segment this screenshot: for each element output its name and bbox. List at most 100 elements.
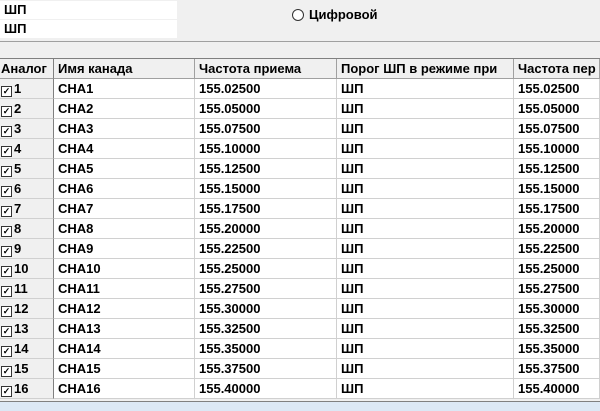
cell-squelch-threshold[interactable]: ШП [337,239,514,259]
cell-tx-frequency[interactable]: 155.35000 [514,339,600,359]
analog-checkbox[interactable]: ✓ [1,226,12,237]
cell-tx-frequency[interactable]: 155.25000 [514,259,600,279]
table-row[interactable]: ✓ 7 CHA7 155.17500 ШП 155.17500 [0,199,600,219]
cell-tx-frequency[interactable]: 155.22500 [514,239,600,259]
cell-channel-name[interactable]: CHA15 [54,359,195,379]
cell-tx-frequency[interactable]: 155.20000 [514,219,600,239]
cell-rx-frequency[interactable]: 155.25000 [195,259,337,279]
analog-checkbox[interactable]: ✓ [1,246,12,257]
table-row[interactable]: ✓ 11 CHA11 155.27500 ШП 155.27500 [0,279,600,299]
header-squelch-threshold[interactable]: Порог ШП в режиме при [337,59,514,79]
analog-checkbox[interactable]: ✓ [1,386,12,397]
cell-channel-name[interactable]: CHA11 [54,279,195,299]
cell-tx-frequency[interactable]: 155.10000 [514,139,600,159]
cell-channel-name[interactable]: CHA6 [54,179,195,199]
cell-squelch-threshold[interactable]: ШП [337,99,514,119]
cell-squelch-threshold[interactable]: ШП [337,219,514,239]
cell-channel-name[interactable]: CHA9 [54,239,195,259]
cell-rx-frequency[interactable]: 155.02500 [195,79,337,99]
cell-rx-frequency[interactable]: 155.35000 [195,339,337,359]
cell-tx-frequency[interactable]: 155.02500 [514,79,600,99]
header-rx-frequency[interactable]: Частота приема [195,59,337,79]
cell-channel-name[interactable]: CHA8 [54,219,195,239]
analog-checkbox[interactable]: ✓ [1,186,12,197]
table-row[interactable]: ✓ 4 CHA4 155.10000 ШП 155.10000 [0,139,600,159]
cell-squelch-threshold[interactable]: ШП [337,139,514,159]
analog-checkbox[interactable]: ✓ [1,326,12,337]
table-row[interactable]: ✓ 14 CHA14 155.35000 ШП 155.35000 [0,339,600,359]
analog-checkbox[interactable]: ✓ [1,206,12,217]
cell-tx-frequency[interactable]: 155.40000 [514,379,600,399]
table-row[interactable]: ✓ 9 CHA9 155.22500 ШП 155.22500 [0,239,600,259]
cell-rx-frequency[interactable]: 155.10000 [195,139,337,159]
radio-circle-icon[interactable] [292,8,304,21]
table-row[interactable]: ✓ 1 CHA1 155.02500 ШП 155.02500 [0,79,600,99]
cell-channel-number[interactable]: ✓ 5 [0,159,54,179]
table-row[interactable]: ✓ 10 CHA10 155.25000 ШП 155.25000 [0,259,600,279]
cell-rx-frequency[interactable]: 155.17500 [195,199,337,219]
cell-tx-frequency[interactable]: 155.27500 [514,279,600,299]
table-row[interactable]: ✓ 2 CHA2 155.05000 ШП 155.05000 [0,99,600,119]
cell-channel-number[interactable]: ✓ 14 [0,339,54,359]
header-analog[interactable]: Аналог [0,59,54,79]
cell-rx-frequency[interactable]: 155.12500 [195,159,337,179]
cell-tx-frequency[interactable]: 155.07500 [514,119,600,139]
cell-channel-name[interactable]: CHA3 [54,119,195,139]
cell-channel-number[interactable]: ✓ 9 [0,239,54,259]
cell-rx-frequency[interactable]: 155.20000 [195,219,337,239]
analog-checkbox[interactable]: ✓ [1,306,12,317]
table-row[interactable]: ✓ 3 CHA3 155.07500 ШП 155.07500 [0,119,600,139]
cell-channel-number[interactable]: ✓ 10 [0,259,54,279]
cell-channel-number[interactable]: ✓ 8 [0,219,54,239]
cell-tx-frequency[interactable]: 155.30000 [514,299,600,319]
cell-squelch-threshold[interactable]: ШП [337,339,514,359]
table-row[interactable]: ✓ 8 CHA8 155.20000 ШП 155.20000 [0,219,600,239]
cell-squelch-threshold[interactable]: ШП [337,359,514,379]
cell-channel-number[interactable]: ✓ 12 [0,299,54,319]
cell-rx-frequency[interactable]: 155.07500 [195,119,337,139]
squelch-field-2[interactable]: ШП [0,20,177,38]
cell-channel-name[interactable]: CHA4 [54,139,195,159]
cell-channel-name[interactable]: CHA12 [54,299,195,319]
header-channel-name[interactable]: Имя канада [54,59,195,79]
cell-tx-frequency[interactable]: 155.05000 [514,99,600,119]
cell-rx-frequency[interactable]: 155.05000 [195,99,337,119]
cell-rx-frequency[interactable]: 155.32500 [195,319,337,339]
cell-rx-frequency[interactable]: 155.15000 [195,179,337,199]
cell-channel-number[interactable]: ✓ 15 [0,359,54,379]
cell-channel-number[interactable]: ✓ 11 [0,279,54,299]
cell-channel-number[interactable]: ✓ 7 [0,199,54,219]
table-row[interactable]: ✓ 6 CHA6 155.15000 ШП 155.15000 [0,179,600,199]
cell-tx-frequency[interactable]: 155.17500 [514,199,600,219]
header-tx-frequency[interactable]: Частота пер [514,59,600,79]
table-row[interactable]: ✓ 16 CHA16 155.40000 ШП 155.40000 [0,379,600,399]
cell-channel-name[interactable]: CHA5 [54,159,195,179]
cell-tx-frequency[interactable]: 155.32500 [514,319,600,339]
analog-checkbox[interactable]: ✓ [1,346,12,357]
analog-checkbox[interactable]: ✓ [1,366,12,377]
cell-tx-frequency[interactable]: 155.37500 [514,359,600,379]
table-row[interactable]: ✓ 12 CHA12 155.30000 ШП 155.30000 [0,299,600,319]
analog-checkbox[interactable]: ✓ [1,126,12,137]
cell-channel-number[interactable]: ✓ 4 [0,139,54,159]
cell-channel-name[interactable]: CHA16 [54,379,195,399]
cell-squelch-threshold[interactable]: ШП [337,319,514,339]
cell-channel-number[interactable]: ✓ 16 [0,379,54,399]
table-row[interactable]: ✓ 15 CHA15 155.37500 ШП 155.37500 [0,359,600,379]
cell-rx-frequency[interactable]: 155.30000 [195,299,337,319]
cell-tx-frequency[interactable]: 155.12500 [514,159,600,179]
squelch-field-1[interactable]: ШП [0,1,177,19]
cell-rx-frequency[interactable]: 155.27500 [195,279,337,299]
table-row[interactable]: ✓ 5 CHA5 155.12500 ШП 155.12500 [0,159,600,179]
cell-tx-frequency[interactable]: 155.15000 [514,179,600,199]
cell-squelch-threshold[interactable]: ШП [337,379,514,399]
analog-checkbox[interactable]: ✓ [1,166,12,177]
cell-channel-name[interactable]: CHA2 [54,99,195,119]
cell-channel-number[interactable]: ✓ 6 [0,179,54,199]
cell-squelch-threshold[interactable]: ШП [337,259,514,279]
cell-channel-name[interactable]: CHA14 [54,339,195,359]
cell-squelch-threshold[interactable]: ШП [337,159,514,179]
cell-squelch-threshold[interactable]: ШП [337,79,514,99]
cell-rx-frequency[interactable]: 155.22500 [195,239,337,259]
cell-channel-name[interactable]: CHA13 [54,319,195,339]
